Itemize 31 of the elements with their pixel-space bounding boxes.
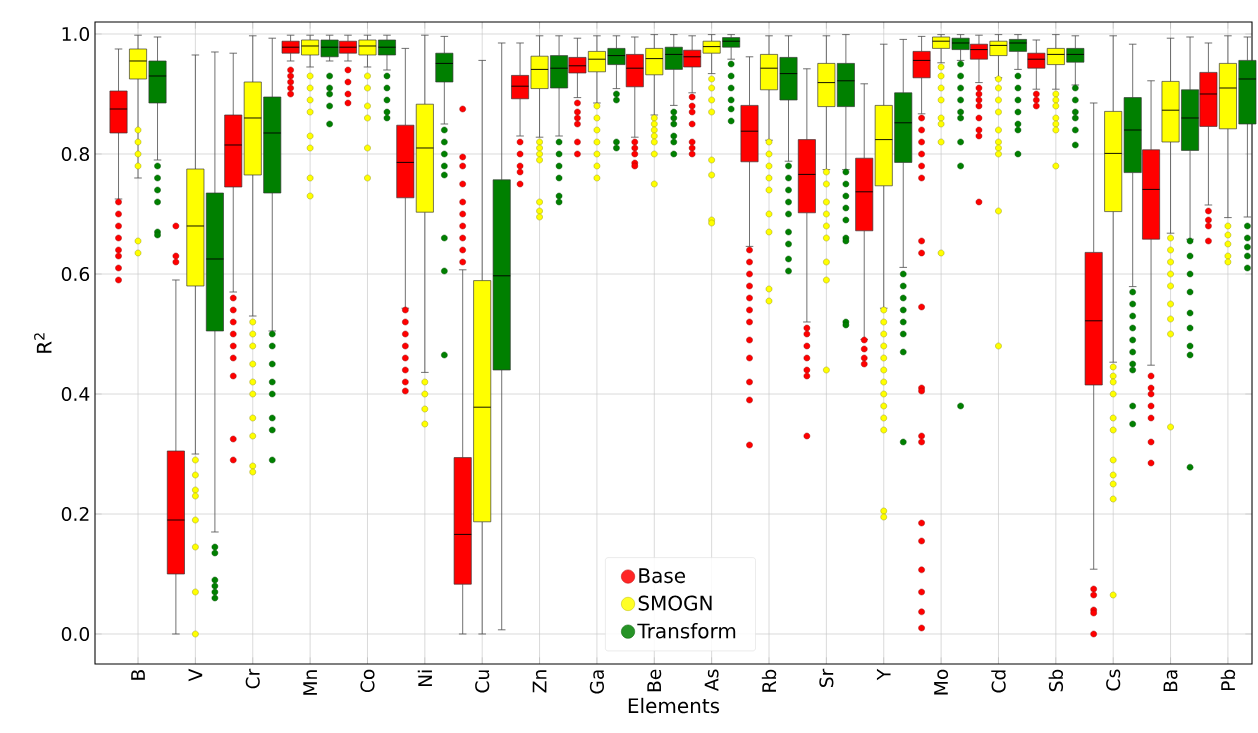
- x-tick-label: Mn: [303, 670, 317, 695]
- x-tick-label: As: [704, 669, 719, 692]
- legend-label: Base: [639, 568, 685, 584]
- x-tick-label: Ba: [1163, 670, 1178, 692]
- x-tick-label: B: [131, 670, 145, 680]
- x-tick-label: Sr: [819, 668, 834, 687]
- x-tick-label: Rb: [761, 669, 777, 692]
- x-tick-label: Pb: [1220, 669, 1236, 690]
- x-tick-label: V: [188, 668, 203, 682]
- x-tick-label: Y: [876, 668, 891, 681]
- legend-label: SMOGN: [638, 595, 712, 611]
- x-tick-label: Cr: [245, 668, 260, 689]
- x-tick-label: Cd: [991, 670, 1006, 693]
- y-tick-label: 0.6: [61, 266, 90, 282]
- y-tick-label: 0.0: [61, 626, 90, 642]
- y-tick-label: 0.8: [61, 146, 90, 162]
- x-tick-label: Cs: [1106, 669, 1121, 691]
- x-axis-title: Elements: [628, 697, 720, 714]
- x-tick-label: Mo: [934, 669, 949, 695]
- x-tick-label: Co: [360, 669, 375, 693]
- legend-label: Transform: [637, 623, 736, 639]
- y-tick-label: 0.4: [61, 386, 90, 402]
- y-axis-title: R$^{2}$: [34, 333, 52, 353]
- y-tick-label: 0.2: [61, 506, 89, 522]
- x-tick-label: Zn: [532, 670, 547, 693]
- x-tick-label: Sb: [1048, 669, 1064, 692]
- x-tick-label: Cu: [475, 670, 490, 693]
- x-tick-label: Ni: [417, 670, 432, 687]
- x-tick-label: Ga: [589, 670, 604, 694]
- y-tick-label: 1.0: [62, 26, 90, 42]
- x-tick-label: Be: [647, 669, 662, 692]
